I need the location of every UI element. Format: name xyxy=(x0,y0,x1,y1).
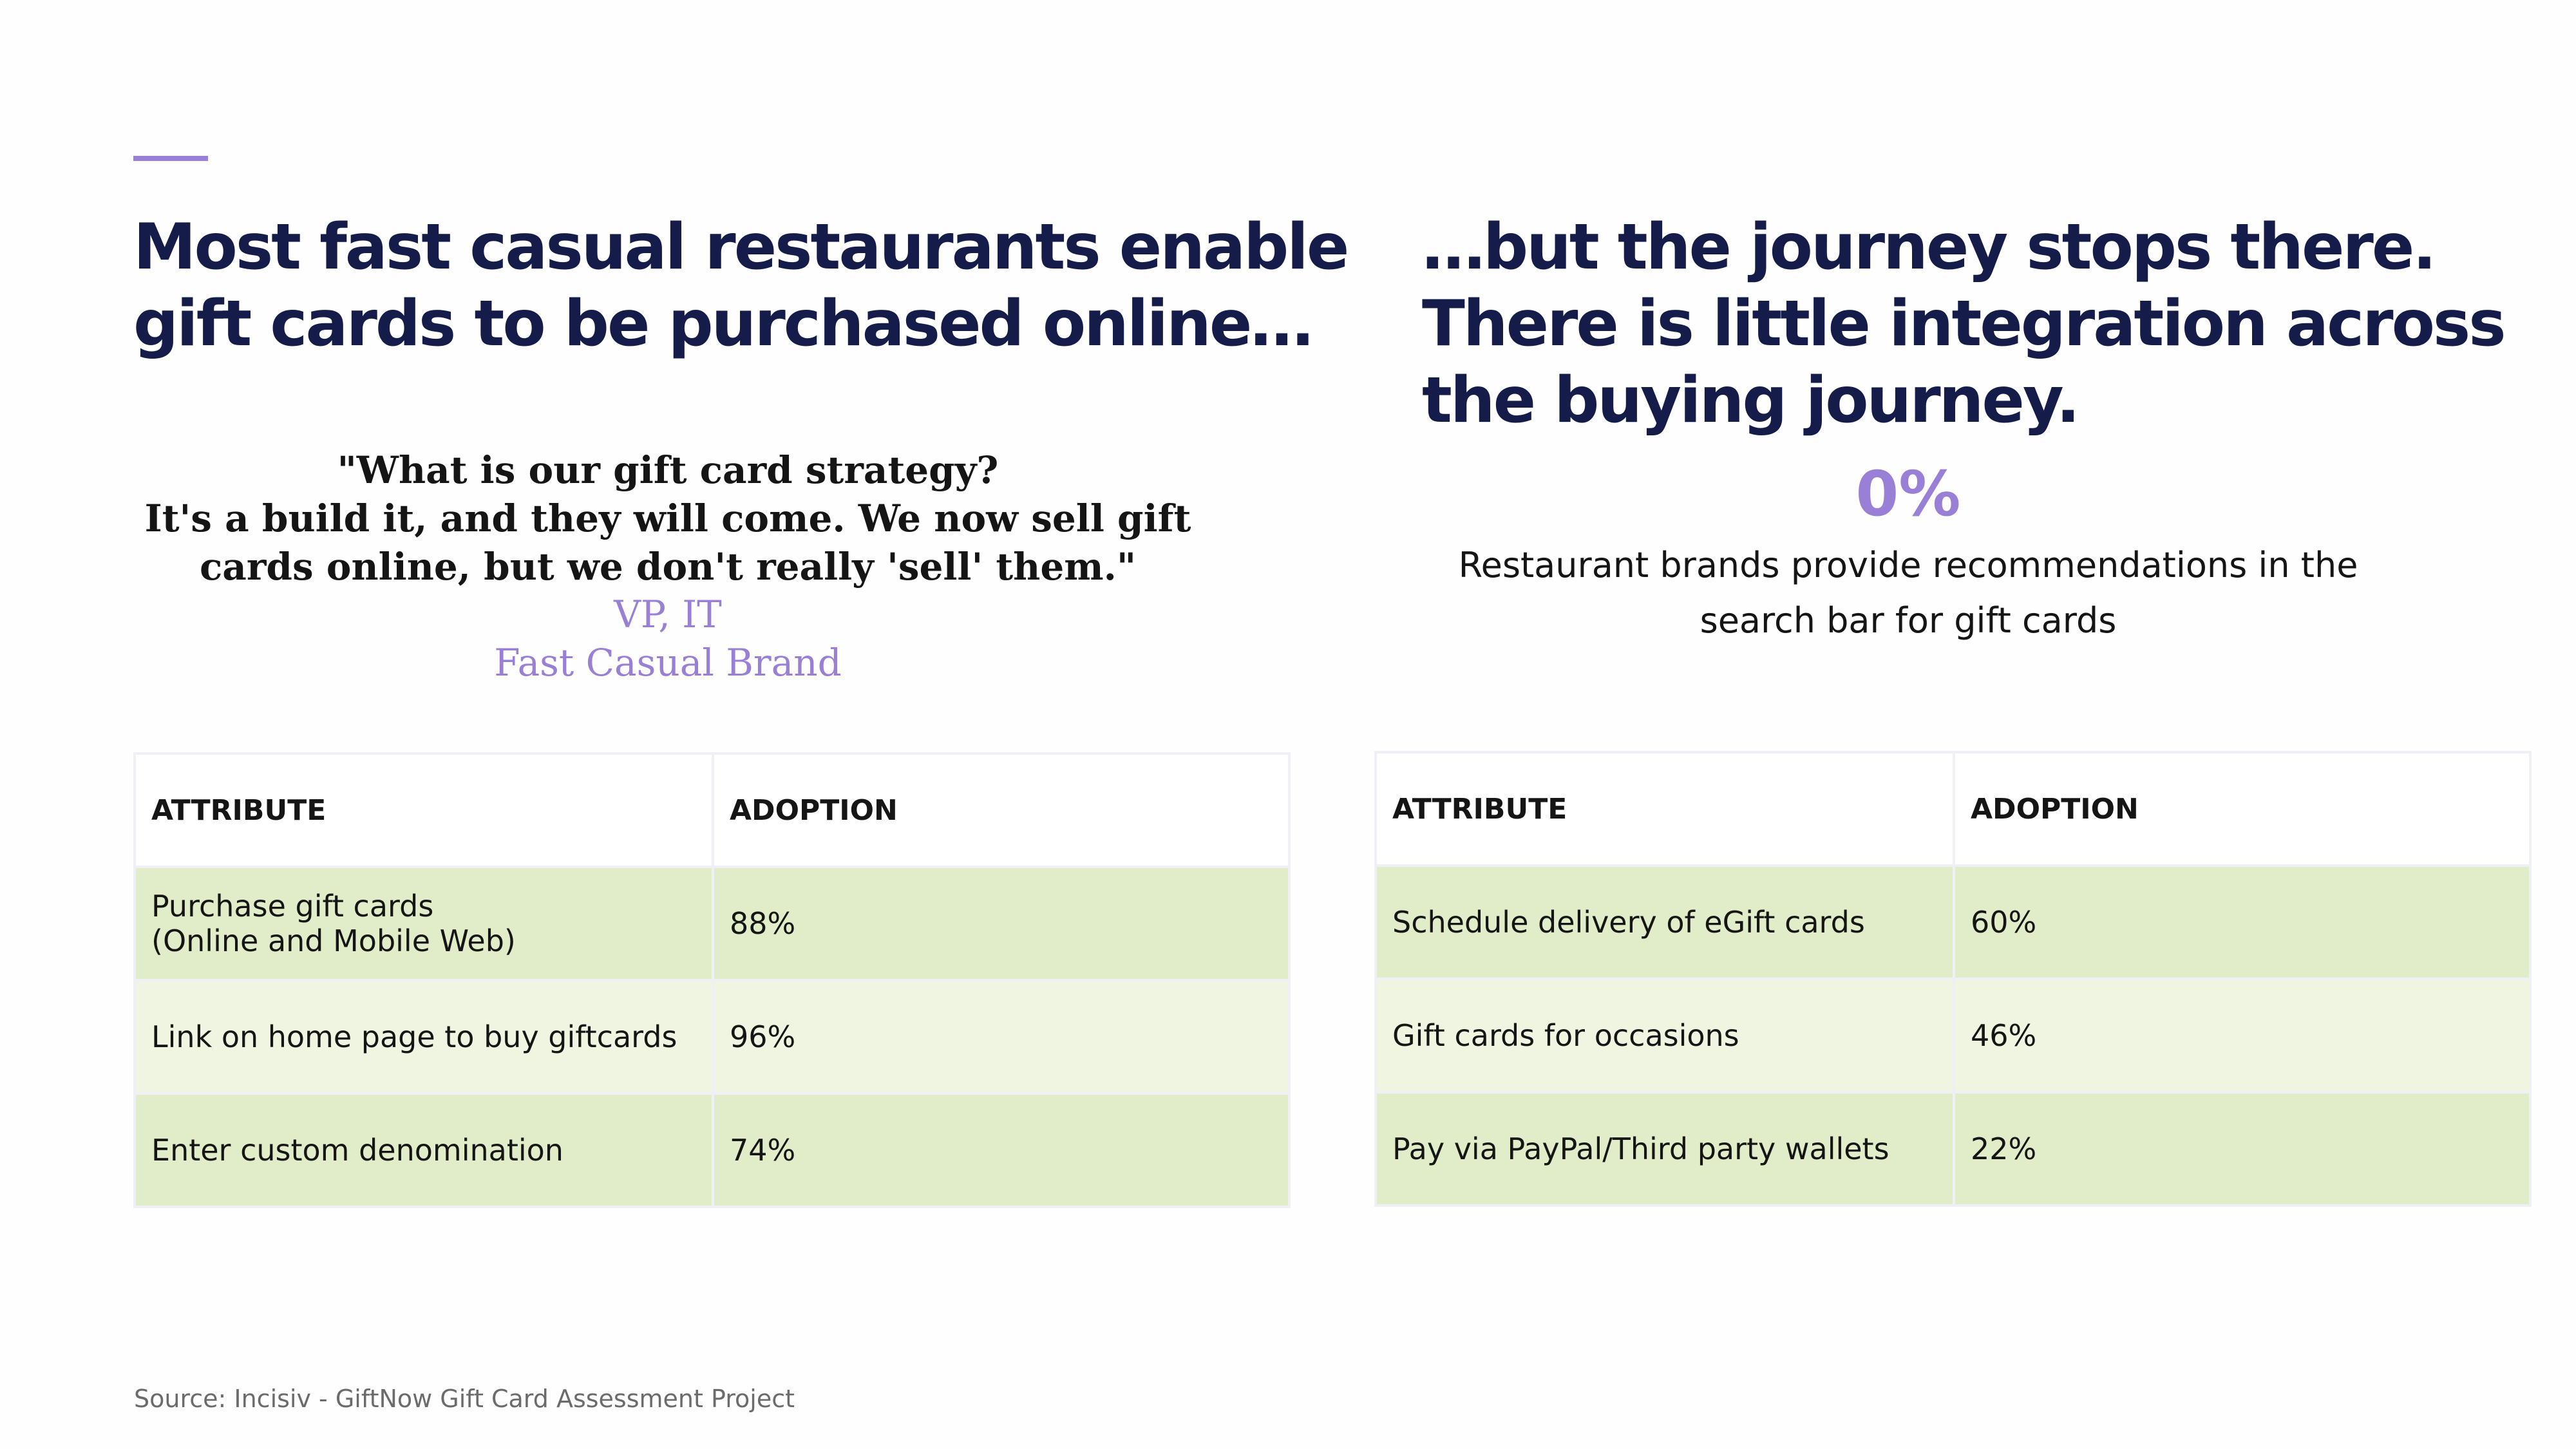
attribute-cell: Purchase gift cards (Online and Mobile W… xyxy=(133,866,714,981)
adoption-header: ADOPTION xyxy=(1953,751,2532,867)
attribute-cell: Enter custom denomination xyxy=(133,1092,714,1208)
table-row: Pay via PayPal/Third party wallets 22% xyxy=(1374,1091,2532,1207)
adoption-cell: 22% xyxy=(1953,1091,2532,1207)
right-adoption-table: ATTRIBUTE ADOPTION Schedule delivery of … xyxy=(1374,751,2532,1207)
adoption-cell: 60% xyxy=(1953,864,2532,980)
attribute-cell: Link on home page to buy giftcards xyxy=(133,979,714,1095)
adoption-cell: 46% xyxy=(1953,978,2532,1094)
source-note: Source: Incisiv - GiftNow Gift Card Asse… xyxy=(134,1385,795,1413)
attribute-header: ATTRIBUTE xyxy=(133,752,714,868)
left-adoption-table: ATTRIBUTE ADOPTION Purchase gift cards (… xyxy=(133,752,1291,1208)
attribute-cell: Gift cards for occasions xyxy=(1374,978,1955,1094)
quote-attribution-org: Fast Casual Brand xyxy=(494,641,842,685)
stat-value: 0% xyxy=(1855,458,1961,530)
adoption-header: ADOPTION xyxy=(712,752,1291,868)
table-row: Gift cards for occasions 46% xyxy=(1374,978,2532,1094)
adoption-cell: 88% xyxy=(712,866,1291,981)
adoption-cell: 74% xyxy=(712,1092,1291,1208)
left-headline: Most fast casual restaurants enable gift… xyxy=(133,211,1349,361)
stat-description: Restaurant brands provide recommendation… xyxy=(1458,545,2358,641)
attribute-cell: Pay via PayPal/Third party wallets xyxy=(1374,1091,1955,1207)
accent-rule xyxy=(133,156,208,161)
table-row: Purchase gift cards (Online and Mobile W… xyxy=(133,866,1291,981)
right-headline: …but the journey stops there. There is l… xyxy=(1422,211,2506,437)
table-row: Enter custom denomination 74% xyxy=(133,1092,1291,1208)
quote-attribution-role: VP, IT xyxy=(614,592,722,636)
executive-quote: "What is our gift card strategy? It's a … xyxy=(144,448,1191,589)
adoption-cell: 96% xyxy=(712,979,1291,1095)
attribute-header: ATTRIBUTE xyxy=(1374,751,1955,867)
table-header-row: ATTRIBUTE ADOPTION xyxy=(133,752,1291,868)
table-row: Link on home page to buy giftcards 96% xyxy=(133,979,1291,1095)
attribute-cell: Schedule delivery of eGift cards xyxy=(1374,864,1955,980)
table-header-row: ATTRIBUTE ADOPTION xyxy=(1374,751,2532,867)
table-row: Schedule delivery of eGift cards 60% xyxy=(1374,864,2532,980)
